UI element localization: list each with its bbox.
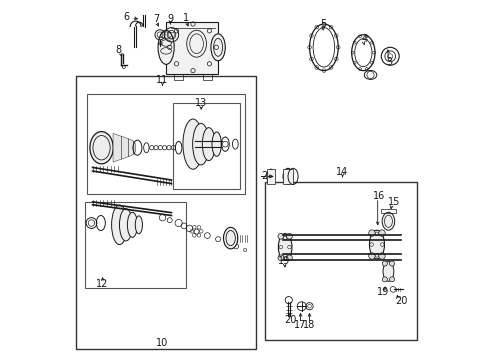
Circle shape (287, 255, 293, 261)
Ellipse shape (223, 227, 238, 249)
Text: o: o (243, 247, 247, 253)
Ellipse shape (183, 119, 203, 169)
Text: 5: 5 (320, 19, 326, 29)
Circle shape (368, 253, 375, 259)
Circle shape (390, 277, 394, 282)
Circle shape (287, 233, 293, 239)
Text: 17: 17 (294, 320, 307, 330)
Ellipse shape (112, 205, 127, 244)
Ellipse shape (382, 212, 395, 230)
Circle shape (368, 230, 375, 236)
Text: 11: 11 (156, 75, 169, 85)
Bar (85, 202, 186, 288)
Bar (203, 74, 212, 80)
Bar (87, 94, 245, 194)
Text: 7: 7 (153, 14, 159, 24)
Circle shape (382, 277, 388, 282)
Ellipse shape (278, 234, 292, 261)
Bar (381, 209, 395, 213)
Ellipse shape (90, 132, 113, 164)
Text: 16: 16 (373, 191, 386, 201)
Text: 12: 12 (97, 279, 109, 289)
Text: 6: 6 (123, 12, 130, 22)
Ellipse shape (211, 34, 225, 61)
Ellipse shape (383, 262, 394, 281)
Bar (173, 103, 240, 189)
Bar (166, 22, 218, 74)
Text: 2: 2 (262, 171, 268, 181)
Ellipse shape (283, 168, 293, 184)
Circle shape (278, 233, 284, 239)
Text: 20: 20 (285, 315, 297, 325)
Text: 1: 1 (183, 13, 189, 23)
Ellipse shape (202, 128, 215, 161)
Text: 19: 19 (278, 256, 290, 266)
Text: 20: 20 (395, 296, 407, 306)
Text: 15: 15 (388, 197, 400, 207)
Bar (174, 74, 183, 80)
Ellipse shape (120, 209, 132, 241)
Ellipse shape (158, 30, 174, 64)
Text: 13: 13 (195, 98, 207, 108)
Ellipse shape (193, 123, 209, 165)
Circle shape (278, 255, 284, 261)
Polygon shape (122, 136, 128, 159)
Ellipse shape (135, 216, 143, 234)
Text: 14: 14 (337, 167, 349, 177)
Ellipse shape (127, 212, 137, 237)
Bar (283, 168, 293, 184)
Polygon shape (128, 139, 134, 157)
Circle shape (390, 261, 394, 266)
Text: 8: 8 (116, 45, 122, 55)
Text: 10: 10 (156, 338, 169, 348)
Text: 19: 19 (377, 287, 389, 297)
Polygon shape (134, 141, 136, 154)
Circle shape (379, 253, 385, 259)
Ellipse shape (369, 230, 385, 259)
Polygon shape (113, 134, 122, 162)
Text: 3: 3 (387, 57, 392, 67)
Circle shape (379, 230, 385, 236)
Bar (76, 76, 256, 348)
Circle shape (382, 261, 388, 266)
Bar (265, 182, 417, 339)
Ellipse shape (212, 132, 221, 156)
Text: 4: 4 (361, 35, 368, 44)
Bar (267, 169, 275, 184)
Text: 18: 18 (303, 320, 316, 330)
Text: 9: 9 (168, 14, 173, 24)
